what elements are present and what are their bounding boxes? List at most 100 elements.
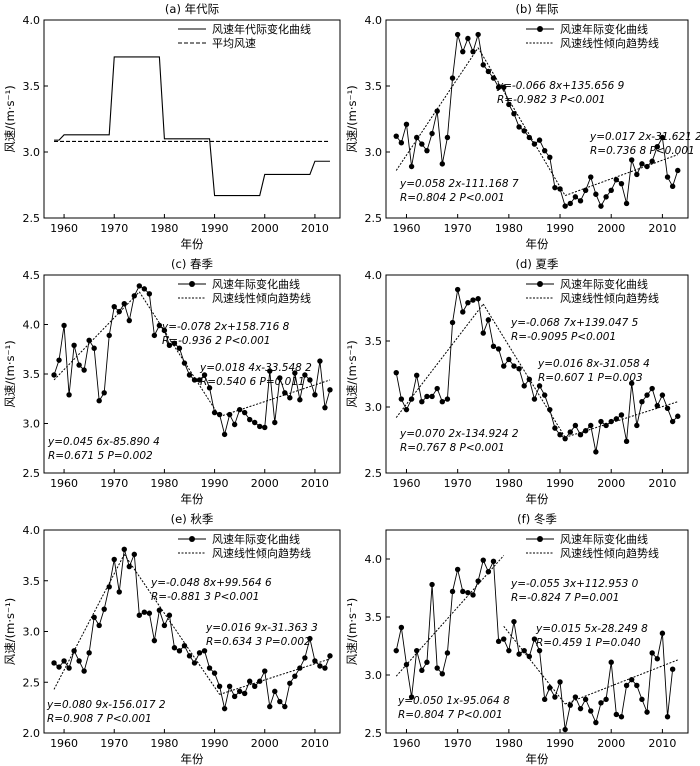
panel-title: (d) 夏季 xyxy=(516,257,559,271)
y-tick-label: 4.5 xyxy=(23,269,41,282)
data-point xyxy=(231,693,238,700)
data-point xyxy=(322,665,328,671)
data-point xyxy=(490,75,497,81)
data-point xyxy=(634,171,640,178)
y-tick-label: 3.5 xyxy=(365,80,383,93)
data-point xyxy=(106,584,112,590)
data-point xyxy=(495,84,502,91)
data-point xyxy=(603,422,609,429)
data-point xyxy=(287,395,293,401)
data-point xyxy=(181,360,188,366)
legend-marker xyxy=(189,281,195,287)
plot-frame xyxy=(385,529,689,734)
data-point xyxy=(618,412,625,418)
data-point xyxy=(531,141,538,147)
data-point xyxy=(307,377,313,383)
data-point xyxy=(166,342,173,348)
data-point xyxy=(511,111,517,117)
x-tick-label: 2010 xyxy=(301,222,329,235)
data-point xyxy=(116,308,122,315)
data-point xyxy=(297,397,303,403)
data-point xyxy=(593,449,599,455)
data-point xyxy=(644,392,650,398)
regression-annotation: y=0.016 8x-31.058 4 xyxy=(537,358,650,370)
data-point xyxy=(465,300,471,306)
data-point xyxy=(460,309,466,315)
data-point xyxy=(434,665,440,671)
y-axis-label: 风速/(m·s⁻¹) xyxy=(3,340,17,407)
data-point xyxy=(434,385,440,392)
x-tick-label: 2010 xyxy=(301,477,329,490)
x-tick-label: 1980 xyxy=(495,737,523,750)
trend-line xyxy=(477,47,566,196)
data-point xyxy=(444,134,451,141)
data-point xyxy=(598,700,604,706)
x-tick-label: 2010 xyxy=(648,737,676,750)
trend-line xyxy=(503,625,566,705)
data-point xyxy=(186,372,193,378)
x-tick-label: 1980 xyxy=(150,477,178,490)
data-point xyxy=(312,658,318,664)
legend-marker xyxy=(189,536,195,542)
data-point xyxy=(659,630,666,636)
data-point xyxy=(106,332,112,339)
data-point xyxy=(393,647,399,654)
legend-entry: 风速年际变化曲线 xyxy=(212,532,300,546)
y-tick-label: 3.0 xyxy=(23,626,41,639)
data-point xyxy=(608,418,614,425)
data-point xyxy=(669,183,676,190)
data-point xyxy=(307,635,313,642)
data-point xyxy=(91,614,97,620)
data-point xyxy=(126,563,132,570)
data-point xyxy=(226,411,233,418)
regression-annotation: R=0.634 3 P=0.002 xyxy=(206,636,311,648)
data-point xyxy=(562,726,568,733)
data-point xyxy=(66,665,72,671)
y-tick-label: 4.0 xyxy=(23,319,41,332)
data-point xyxy=(61,658,67,664)
data-point xyxy=(480,62,486,68)
data-point xyxy=(649,158,655,164)
y-axis-label: 风速/(m·s⁻¹) xyxy=(3,85,17,152)
regression-annotation: R=0.607 1 P=0.003 xyxy=(538,372,643,384)
y-axis-label: 风速/(m·s⁻¹) xyxy=(345,85,359,152)
x-tick-label: 2000 xyxy=(251,737,279,750)
data-point xyxy=(146,610,153,616)
data-point xyxy=(262,424,268,431)
data-point xyxy=(201,648,208,654)
data-point xyxy=(480,330,486,336)
data-point xyxy=(526,653,533,660)
data-point xyxy=(664,174,671,180)
data-point xyxy=(506,356,512,363)
data-point xyxy=(246,416,253,423)
regression-annotation: R=0.736 8 P<0.001 xyxy=(590,145,695,157)
data-point xyxy=(470,297,476,303)
data-point xyxy=(664,714,671,720)
data-point xyxy=(460,588,466,595)
y-axis-label: 风速/(m·s⁻¹) xyxy=(3,598,17,665)
x-tick-label: 1970 xyxy=(100,477,128,490)
data-point xyxy=(403,406,410,413)
data-point xyxy=(582,428,589,434)
y-axis-label: 风速/(m·s⁻¹) xyxy=(345,340,359,407)
regression-annotation: R=-0.982 3 P<0.001 xyxy=(497,94,606,106)
trend-line xyxy=(395,555,505,677)
panel-b: (b) 年际 1960 1970 1980 1990 2000 2010 2.5 3.0 3.5 4… xyxy=(345,2,700,251)
x-tick-label: 1960 xyxy=(50,222,78,235)
data-point xyxy=(465,589,471,596)
data-point xyxy=(241,690,248,697)
data-point xyxy=(454,31,461,38)
data-point xyxy=(252,683,258,690)
data-point xyxy=(444,396,451,402)
data-point xyxy=(521,647,527,654)
trend-line xyxy=(565,401,678,438)
data-point xyxy=(639,399,645,405)
data-point xyxy=(398,140,405,146)
data-point xyxy=(572,694,579,700)
data-point xyxy=(398,624,405,631)
x-tick-label: 1990 xyxy=(546,477,574,490)
data-point xyxy=(312,392,318,398)
data-point xyxy=(654,402,660,409)
data-point xyxy=(141,609,148,615)
plot-frame xyxy=(385,274,689,474)
